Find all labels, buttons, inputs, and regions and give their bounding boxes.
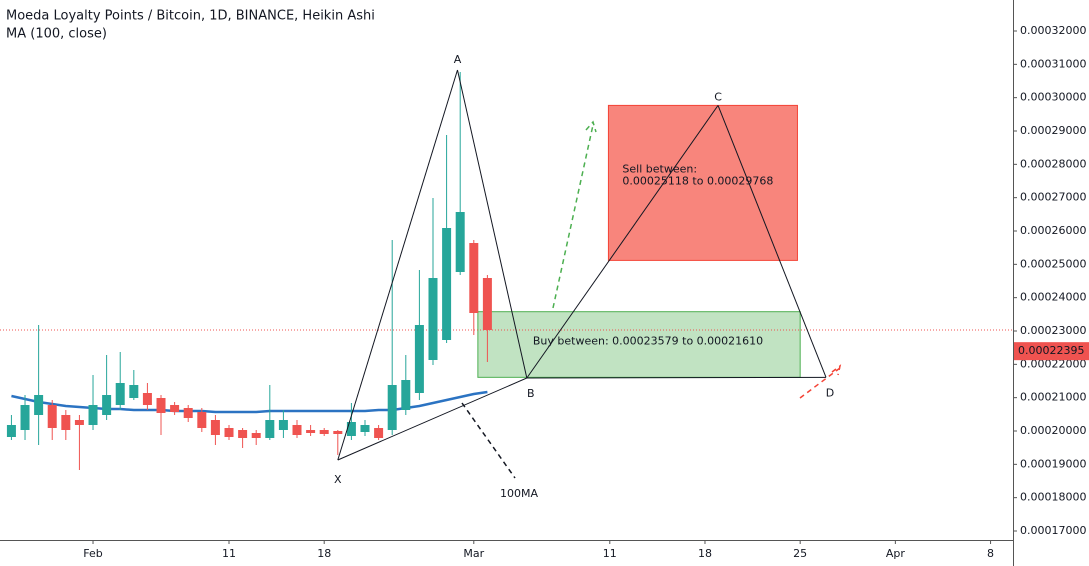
candle-body xyxy=(469,243,479,313)
candle-body xyxy=(183,408,193,418)
last-price-label: 0.00022395 xyxy=(1018,344,1084,357)
candle-body xyxy=(319,430,329,434)
pattern-point-label: X xyxy=(334,473,342,486)
y-tick-label: 0.00021000 xyxy=(1020,391,1086,404)
pattern-point-label: D xyxy=(826,386,834,399)
candle-body xyxy=(401,380,411,410)
candle-body xyxy=(414,325,424,393)
pattern-point-label: C xyxy=(714,90,722,103)
x-tick-label: 11 xyxy=(222,547,236,560)
candle-body xyxy=(387,385,397,430)
last-price-box xyxy=(1014,342,1089,361)
pattern-line xyxy=(456,69,528,379)
sell-zone-text: 0.00025118 to 0.00029768 xyxy=(622,174,773,187)
y-tick-label: 0.00025000 xyxy=(1020,257,1086,270)
pattern-line xyxy=(526,376,827,379)
candle-body xyxy=(251,433,261,438)
y-tick-label: 0.00029000 xyxy=(1020,124,1086,137)
x-tick-label: Feb xyxy=(83,547,102,560)
pattern-line xyxy=(337,69,458,461)
y-tick-label: 0.00019000 xyxy=(1020,457,1086,470)
pattern-line xyxy=(717,105,827,378)
candle-body xyxy=(129,385,139,398)
candle-body xyxy=(34,395,44,415)
y-tick-label: 0.00028000 xyxy=(1020,157,1086,170)
sell-zone-text: Sell between: xyxy=(622,162,697,175)
candle-body xyxy=(360,425,370,432)
candle-body xyxy=(374,428,384,438)
candle-body xyxy=(102,395,112,415)
candle-body xyxy=(210,420,220,435)
y-tick-label: 0.00032000 xyxy=(1020,24,1086,37)
y-tick-label: 0.00030000 xyxy=(1020,91,1086,104)
candle-body xyxy=(333,431,343,434)
candle-body xyxy=(306,430,316,433)
x-tick-label: 18 xyxy=(317,547,331,560)
pattern-point-label: B xyxy=(527,387,535,400)
y-tick-label: 0.00018000 xyxy=(1020,491,1086,504)
y-tick-label: 0.00023000 xyxy=(1020,324,1086,337)
x-tick-label: Mar xyxy=(463,547,484,560)
candle-body xyxy=(455,212,465,272)
projection-arrow xyxy=(799,364,842,399)
x-tick-label: 18 xyxy=(698,547,712,560)
x-tick-label: 25 xyxy=(793,547,807,560)
y-tick-label: 0.00024000 xyxy=(1020,291,1086,304)
pattern-point-label: A xyxy=(454,53,462,66)
candle-body xyxy=(61,415,71,430)
chart-title: Moeda Loyalty Points / Bitcoin, 1D, BINA… xyxy=(6,9,375,24)
candle-body xyxy=(482,278,492,330)
candle-body xyxy=(74,420,84,425)
candle-body xyxy=(442,228,452,340)
x-tick-label: 11 xyxy=(603,547,617,560)
y-tick-label: 0.00027000 xyxy=(1020,191,1086,204)
ma-note-line xyxy=(461,402,516,479)
x-tick-label: Apr xyxy=(886,547,906,560)
candle-body xyxy=(88,405,98,425)
candle-body xyxy=(47,405,57,428)
y-tick-label: 0.00026000 xyxy=(1020,224,1086,237)
ma-note: 100MA xyxy=(500,487,538,500)
candle-body xyxy=(428,278,438,360)
indicator-label: MA (100, close) xyxy=(6,27,107,42)
candle-body xyxy=(278,420,288,430)
y-tick-label: 0.00022000 xyxy=(1020,357,1086,370)
pattern-line xyxy=(526,105,719,379)
candle-body xyxy=(115,383,125,405)
candle-body xyxy=(6,425,16,437)
candle-body xyxy=(224,428,234,437)
pattern-line xyxy=(337,377,528,461)
y-tick-label: 0.00020000 xyxy=(1020,424,1086,437)
candle-body xyxy=(156,398,166,413)
sell-zone xyxy=(607,104,798,261)
candle-body xyxy=(265,420,275,438)
candle-body xyxy=(142,393,152,405)
candle-body xyxy=(170,405,180,412)
candle-body xyxy=(197,412,207,428)
candle-body xyxy=(292,425,302,435)
y-tick-label: 0.00017000 xyxy=(1020,524,1086,537)
candle-body xyxy=(346,422,356,436)
candle-body xyxy=(20,405,30,430)
x-tick-label: 8 xyxy=(987,547,994,560)
y-tick-label: 0.00031000 xyxy=(1020,57,1086,70)
candle-body xyxy=(238,430,248,438)
projection-arrow xyxy=(552,120,597,309)
buy-zone-text: Buy between: 0.00023579 to 0.00021610 xyxy=(533,335,763,348)
